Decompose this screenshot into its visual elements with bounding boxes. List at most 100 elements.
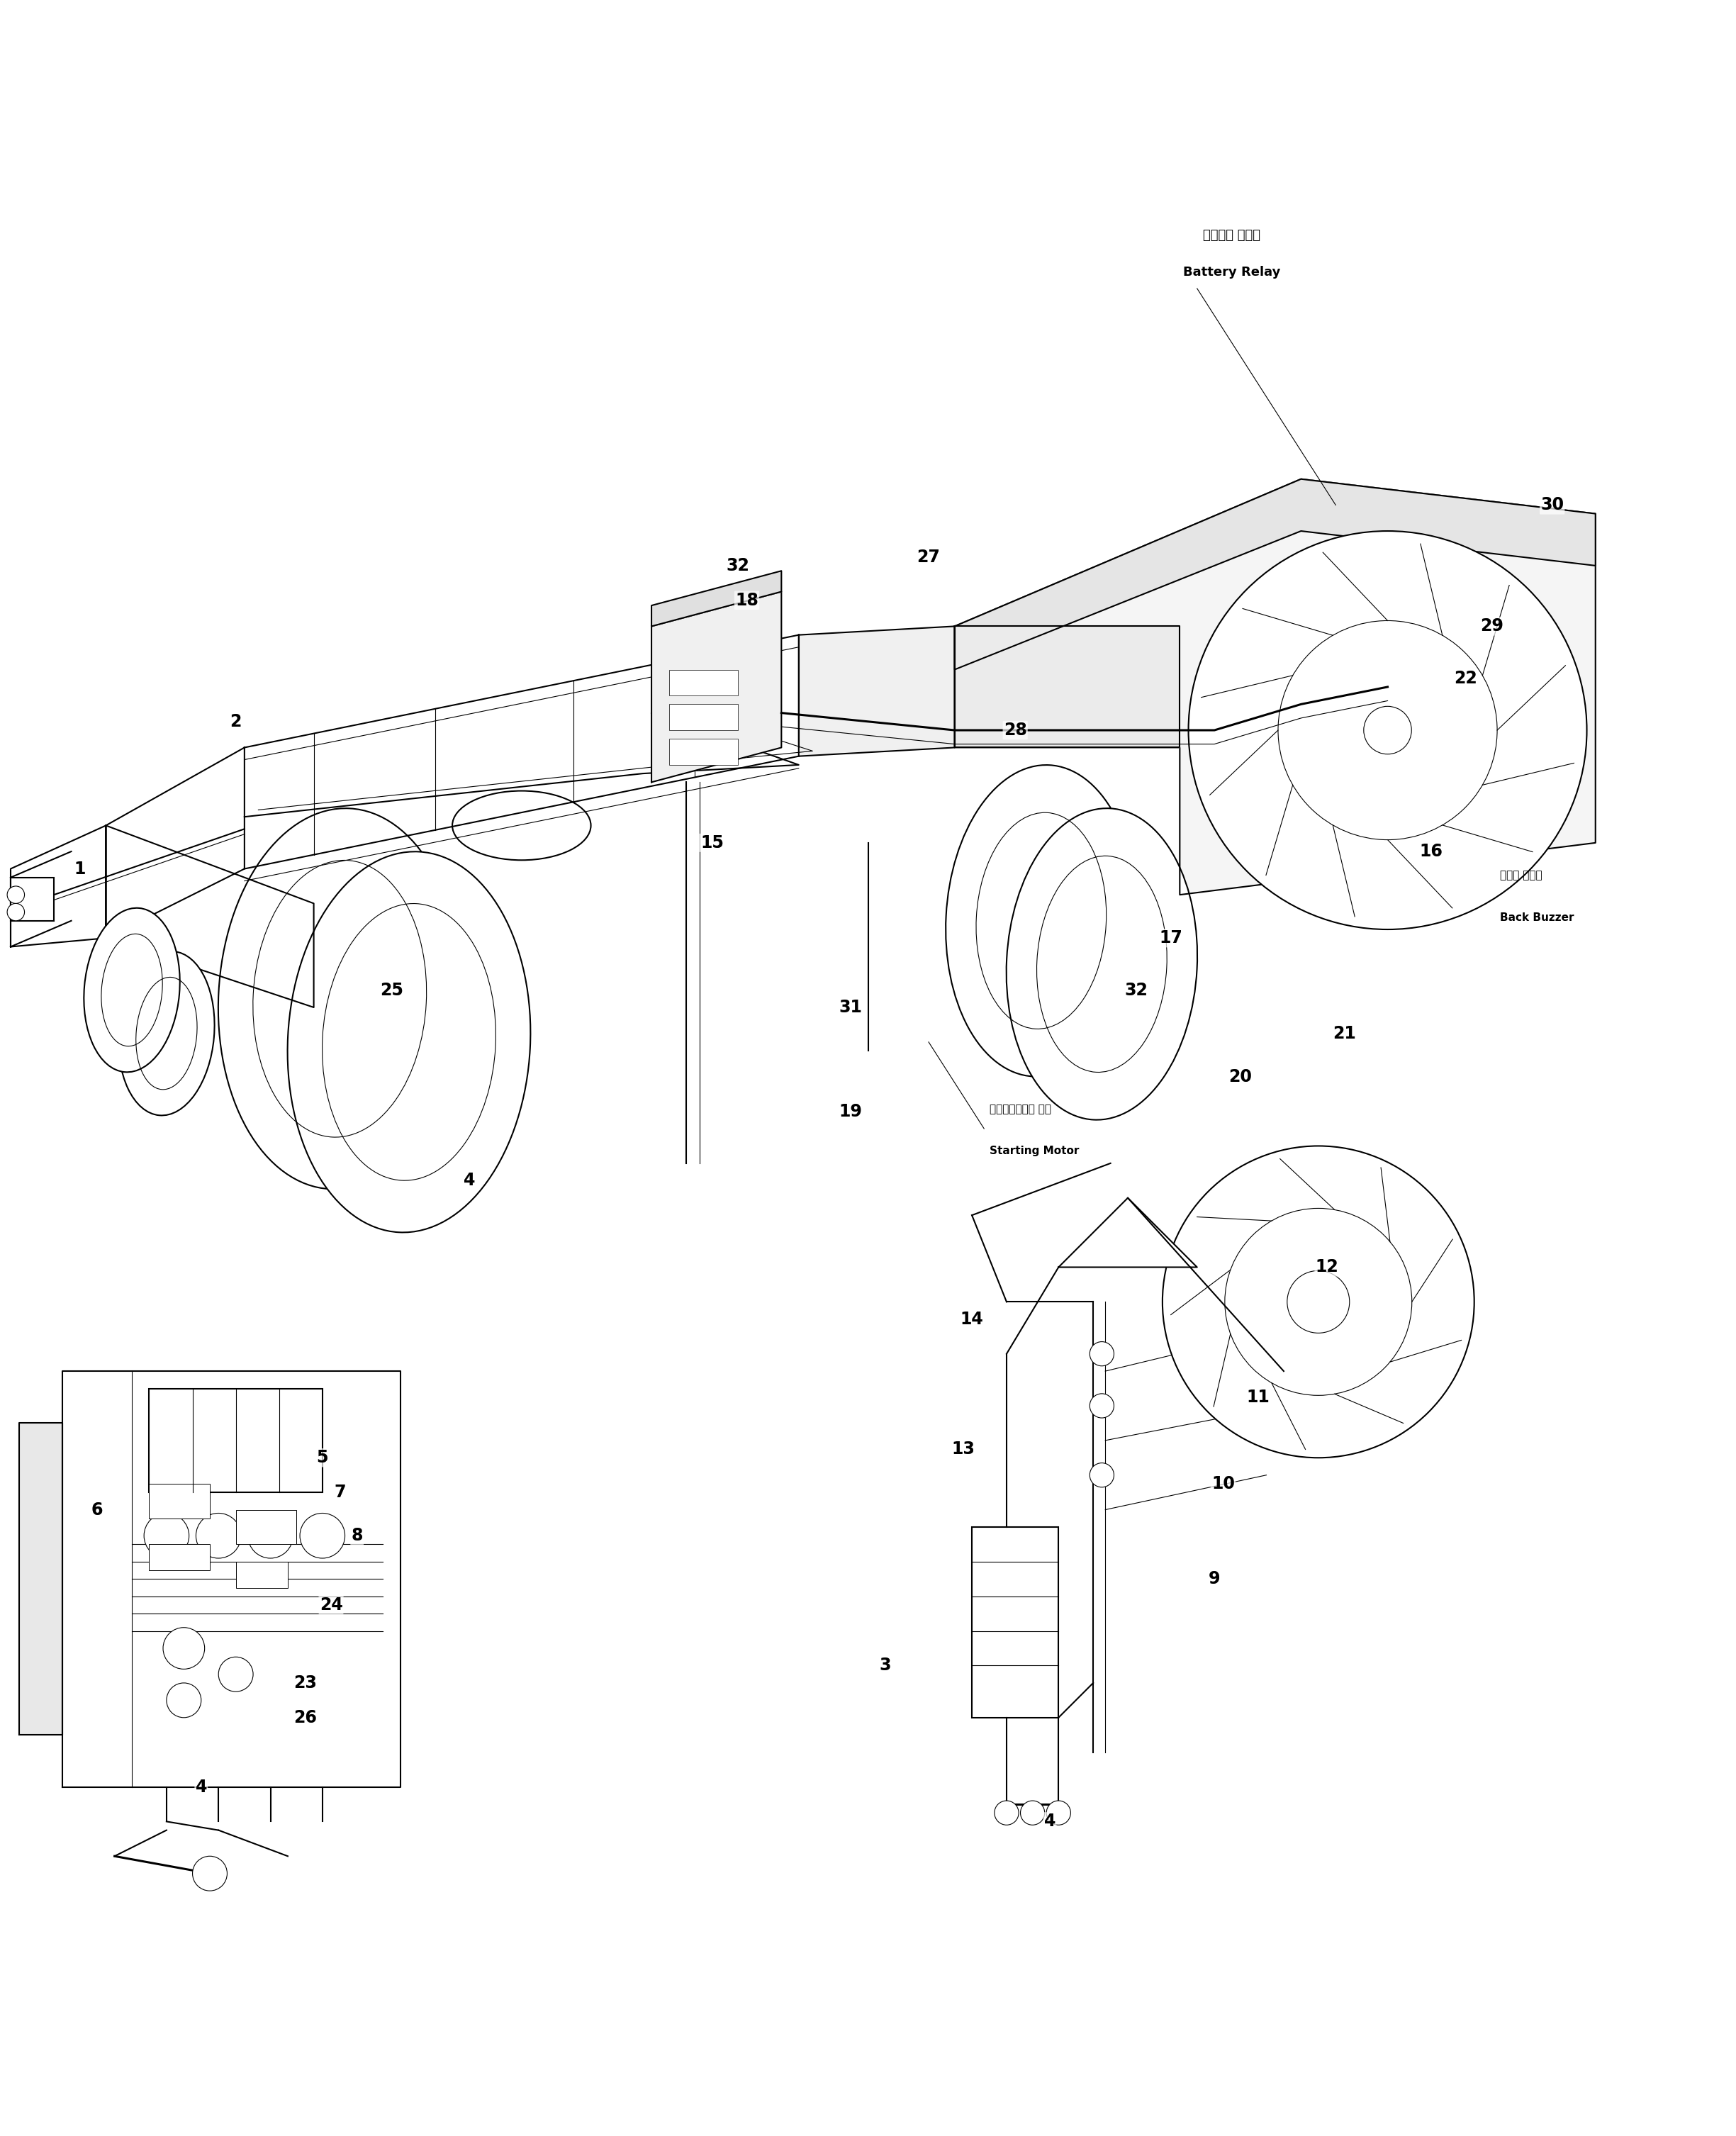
Text: Battery Relay: Battery Relay bbox=[1182, 267, 1281, 278]
Text: 23: 23 bbox=[293, 1675, 316, 1692]
Circle shape bbox=[193, 1856, 227, 1890]
Text: 27: 27 bbox=[917, 549, 941, 566]
Bar bbox=[236, 1561, 288, 1587]
Text: 30: 30 bbox=[1540, 496, 1564, 513]
Circle shape bbox=[1163, 1145, 1474, 1457]
Circle shape bbox=[300, 1512, 345, 1559]
Text: 8: 8 bbox=[351, 1527, 363, 1544]
Polygon shape bbox=[955, 478, 1595, 669]
Text: 21: 21 bbox=[1333, 1025, 1356, 1042]
Text: 6: 6 bbox=[92, 1502, 102, 1519]
Text: 5: 5 bbox=[316, 1448, 328, 1465]
Text: 3: 3 bbox=[880, 1658, 891, 1675]
Text: 27: 27 bbox=[917, 549, 941, 566]
Text: 22: 22 bbox=[1455, 671, 1477, 688]
Text: 18: 18 bbox=[734, 592, 759, 609]
Circle shape bbox=[1047, 1801, 1071, 1824]
Text: 8: 8 bbox=[351, 1527, 363, 1544]
Text: 29: 29 bbox=[1479, 617, 1503, 634]
Text: バッチリ リレー: バッチリ リレー bbox=[1203, 229, 1260, 241]
Text: 28: 28 bbox=[1003, 722, 1028, 739]
Text: 4: 4 bbox=[196, 1779, 207, 1796]
Text: 24: 24 bbox=[319, 1596, 342, 1613]
Circle shape bbox=[1364, 707, 1411, 754]
Circle shape bbox=[1090, 1341, 1115, 1365]
Circle shape bbox=[196, 1512, 241, 1559]
Text: 1: 1 bbox=[75, 861, 85, 878]
Text: 4: 4 bbox=[464, 1173, 476, 1190]
Polygon shape bbox=[10, 824, 106, 946]
Text: 13: 13 bbox=[951, 1440, 976, 1457]
Bar bbox=[236, 1510, 297, 1544]
Circle shape bbox=[1286, 1271, 1349, 1333]
Polygon shape bbox=[955, 626, 1180, 748]
Text: 20: 20 bbox=[1229, 1068, 1252, 1085]
Text: 26: 26 bbox=[293, 1709, 316, 1726]
Text: スターティング モタ: スターティング モタ bbox=[990, 1104, 1050, 1115]
Text: 10: 10 bbox=[1212, 1476, 1234, 1493]
Polygon shape bbox=[106, 824, 314, 1008]
Text: 16: 16 bbox=[1420, 844, 1443, 861]
Circle shape bbox=[995, 1801, 1019, 1824]
Circle shape bbox=[7, 904, 24, 921]
Circle shape bbox=[1090, 1393, 1115, 1418]
Text: 31: 31 bbox=[838, 1000, 863, 1017]
Circle shape bbox=[1021, 1801, 1045, 1824]
Text: 32: 32 bbox=[726, 557, 750, 575]
Polygon shape bbox=[19, 1423, 62, 1734]
Text: 32: 32 bbox=[726, 557, 750, 575]
Text: 4: 4 bbox=[1043, 1813, 1055, 1831]
Text: 25: 25 bbox=[380, 983, 403, 998]
Ellipse shape bbox=[946, 765, 1137, 1077]
Polygon shape bbox=[62, 1371, 401, 1788]
Text: 32: 32 bbox=[1125, 983, 1147, 998]
Bar bbox=[149, 1485, 210, 1519]
Circle shape bbox=[1189, 532, 1587, 929]
Text: 1: 1 bbox=[75, 861, 85, 878]
Text: 13: 13 bbox=[951, 1440, 976, 1457]
Bar bbox=[668, 739, 738, 765]
Text: 21: 21 bbox=[1333, 1025, 1356, 1042]
Ellipse shape bbox=[288, 852, 531, 1232]
Text: 12: 12 bbox=[1316, 1258, 1338, 1275]
Text: 20: 20 bbox=[1229, 1068, 1252, 1085]
Text: 12: 12 bbox=[1316, 1258, 1338, 1275]
Ellipse shape bbox=[118, 951, 215, 1115]
Text: 11: 11 bbox=[1246, 1388, 1269, 1405]
Text: 4: 4 bbox=[1043, 1813, 1055, 1831]
Text: Starting Motor: Starting Motor bbox=[990, 1145, 1078, 1156]
Bar bbox=[149, 1388, 323, 1493]
Polygon shape bbox=[1059, 1198, 1198, 1267]
Circle shape bbox=[144, 1512, 189, 1559]
Text: 10: 10 bbox=[1212, 1476, 1234, 1493]
Circle shape bbox=[7, 886, 24, 904]
Polygon shape bbox=[955, 478, 1595, 895]
Text: 17: 17 bbox=[1160, 929, 1182, 946]
Text: 24: 24 bbox=[319, 1596, 342, 1613]
Text: 7: 7 bbox=[333, 1485, 345, 1502]
Polygon shape bbox=[651, 592, 781, 782]
Bar bbox=[149, 1544, 210, 1570]
Text: Back Buzzer: Back Buzzer bbox=[1500, 912, 1575, 923]
Text: 22: 22 bbox=[1455, 671, 1477, 688]
Text: 23: 23 bbox=[293, 1675, 316, 1692]
Text: 28: 28 bbox=[1003, 722, 1028, 739]
Text: 2: 2 bbox=[229, 713, 241, 731]
Bar bbox=[668, 705, 738, 731]
Text: 4: 4 bbox=[196, 1779, 207, 1796]
Text: 5: 5 bbox=[316, 1448, 328, 1465]
Text: 32: 32 bbox=[1125, 983, 1147, 998]
Bar bbox=[972, 1527, 1059, 1717]
Bar bbox=[668, 669, 738, 696]
Text: 30: 30 bbox=[1540, 496, 1564, 513]
Text: 9: 9 bbox=[1208, 1570, 1220, 1587]
Text: 14: 14 bbox=[960, 1312, 984, 1329]
Bar bbox=[10, 878, 54, 921]
Text: 19: 19 bbox=[838, 1102, 863, 1119]
Circle shape bbox=[1090, 1463, 1115, 1487]
Polygon shape bbox=[106, 748, 245, 938]
Text: 7: 7 bbox=[333, 1485, 345, 1502]
Circle shape bbox=[163, 1628, 205, 1668]
Polygon shape bbox=[651, 570, 781, 626]
Polygon shape bbox=[799, 626, 955, 756]
